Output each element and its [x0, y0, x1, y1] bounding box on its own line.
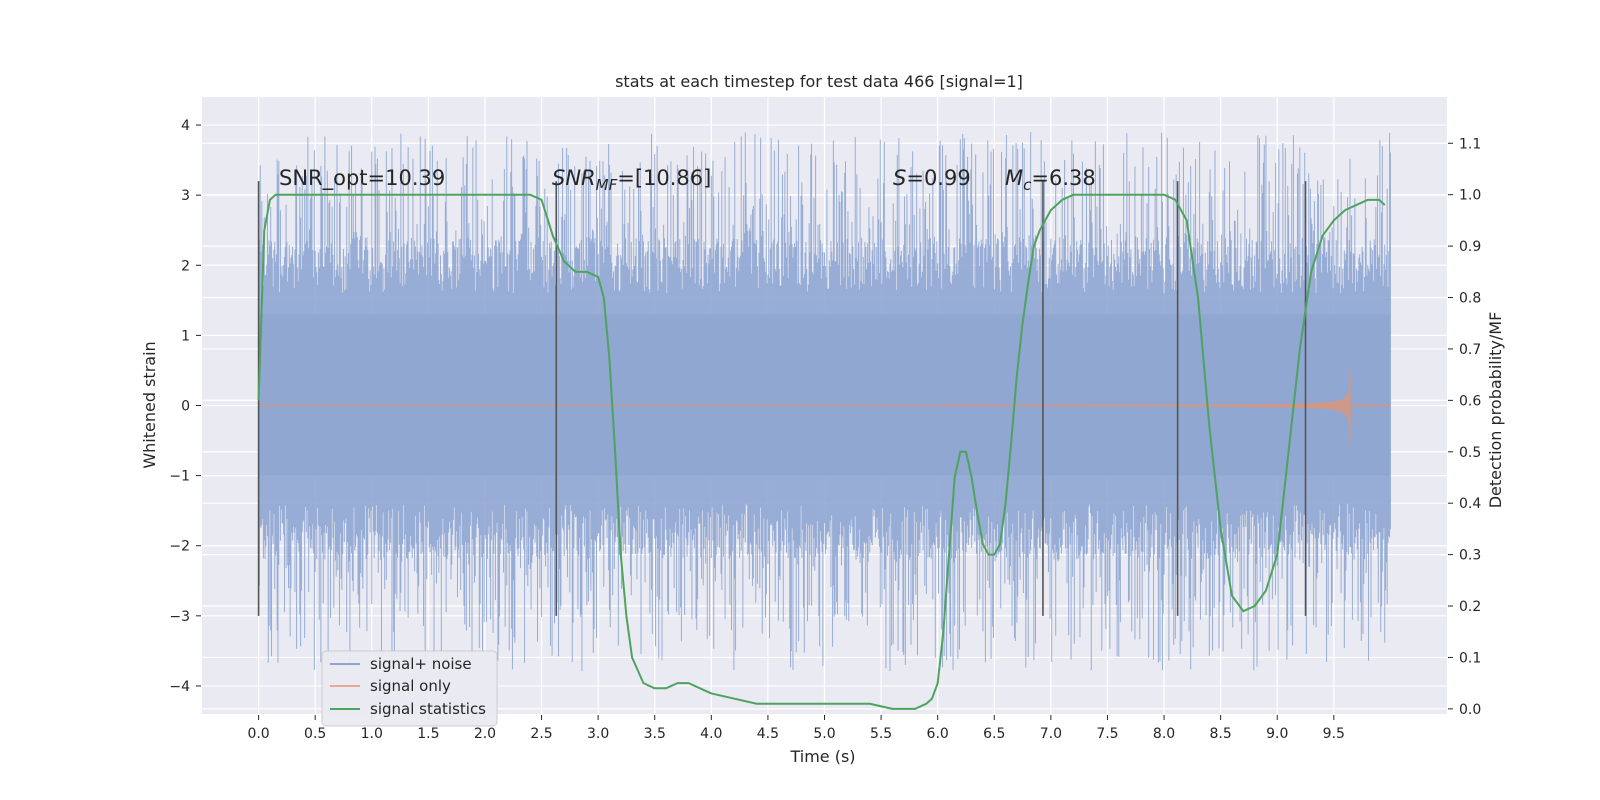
yl-tick-label-2: 2: [181, 258, 190, 274]
yr-tick-label-4: 0.7: [1459, 342, 1481, 358]
yl-tick-label-5: −1: [169, 469, 190, 485]
x-tick-label-1: 0.5: [304, 726, 326, 742]
x-tick-label-10: 5.0: [813, 726, 835, 742]
s-value: =0.99: [906, 166, 970, 190]
yr-tick-label-11: 0.0: [1459, 702, 1481, 718]
snr-mf-sub: MF: [596, 176, 618, 194]
yr-tick-label-0: 1.1: [1459, 136, 1481, 152]
yl-tick-label-8: −4: [169, 679, 190, 695]
yr-tick-label-8: 0.3: [1459, 548, 1481, 564]
yr-tick-label-2: 0.9: [1459, 239, 1481, 255]
x-tick-label-19: 9.5: [1323, 726, 1345, 742]
mc-value: =6.38: [1031, 166, 1095, 190]
yr-tick-label-7: 0.4: [1459, 496, 1481, 512]
x-tick-label-13: 6.5: [983, 726, 1005, 742]
x-tick-label-9: 4.5: [757, 726, 779, 742]
x-tick-label-2: 1.0: [361, 726, 383, 742]
x-tick-label-12: 6.0: [927, 726, 949, 742]
x-tick-label-18: 9.0: [1266, 726, 1288, 742]
y-left-axis-ticks: 4 3 2 1 0 −1 −2 −3 −4: [169, 118, 201, 695]
snr-mf-label: SNRMF=[10.86]: [552, 166, 711, 194]
vertical-markers: [257, 181, 1307, 616]
snr-mf-value: =[10.86]: [617, 166, 711, 190]
legend-label-signal: signal only: [370, 677, 451, 695]
snr-mf-prefix: SNR: [552, 166, 596, 190]
x-tick-label-15: 7.5: [1096, 726, 1118, 742]
annotations: SNR_opt=10.39 SNRMF=[10.86] S=0.99 Mc=6.…: [279, 166, 1096, 194]
yl-tick-label-6: −2: [169, 539, 190, 555]
yr-tick-label-6: 0.5: [1459, 445, 1481, 461]
chart-title: stats at each timestep for test data 466…: [615, 72, 1023, 91]
yl-tick-label-7: −3: [169, 609, 190, 625]
x-tick-label-16: 8.0: [1153, 726, 1175, 742]
yr-tick-label-1: 1.0: [1459, 188, 1481, 204]
s-label: S=0.99: [893, 166, 971, 190]
x-tick-label-8: 4.0: [700, 726, 722, 742]
x-tick-label-6: 3.0: [587, 726, 609, 742]
yr-tick-label-3: 0.8: [1459, 291, 1481, 307]
mc-sub: c: [1023, 176, 1032, 194]
yr-tick-label-5: 0.6: [1459, 393, 1481, 409]
yl-tick-label-0: 4: [181, 118, 190, 134]
x-tick-label-0: 0.0: [247, 726, 269, 742]
x-tick-label-11: 5.5: [870, 726, 892, 742]
yr-tick-label-10: 0.1: [1459, 650, 1481, 666]
yl-tick-label-1: 3: [181, 188, 190, 204]
x-tick-label-3: 1.5: [417, 726, 439, 742]
signal-statistics-series: [257, 193, 1386, 710]
x-axis-ticks: 0.0 0.5 1.0 1.5 2.0 2.5 3.0 3.5 4.0 4.5 5.0 5.5 6.0 6…: [247, 715, 1345, 742]
snr-opt-label: SNR_opt=10.39: [279, 166, 445, 191]
signal-noise-core: [258, 314, 1391, 476]
y-right-axis-label: Detection probability/MF: [1486, 312, 1505, 509]
y-right-axis-ticks: 1.1 1.0 0.9 0.8 0.7 0.6 0.5 0.4 0.3 0.2 0.1 0.0: [1448, 136, 1481, 718]
x-tick-label-14: 7.0: [1040, 726, 1062, 742]
legend-box: [321, 650, 498, 727]
x-tick-label-17: 8.5: [1210, 726, 1232, 742]
yl-tick-label-4: 0: [181, 399, 190, 415]
mc-symbol: M: [1005, 166, 1023, 190]
x-axis-label: Time (s): [789, 747, 855, 766]
s-symbol: S: [893, 166, 906, 190]
x-tick-label-4: 2.0: [474, 726, 496, 742]
x-tick-label-5: 2.5: [530, 726, 552, 742]
signal-only-series: [258, 366, 1391, 449]
signal-statistics-line: [257, 193, 1386, 710]
legend-label-noise: signal+ noise: [370, 655, 472, 673]
x-tick-label-7: 3.5: [644, 726, 666, 742]
yl-tick-label-3: 1: [181, 328, 190, 344]
legend-label-stat: signal statistics: [370, 700, 486, 718]
y-left-axis-label: Whitened strain: [140, 341, 159, 468]
legend: signal+ noise signal only signal statist…: [321, 650, 498, 727]
yr-tick-label-9: 0.2: [1459, 599, 1481, 615]
mc-label: Mc=6.38: [1005, 166, 1096, 194]
